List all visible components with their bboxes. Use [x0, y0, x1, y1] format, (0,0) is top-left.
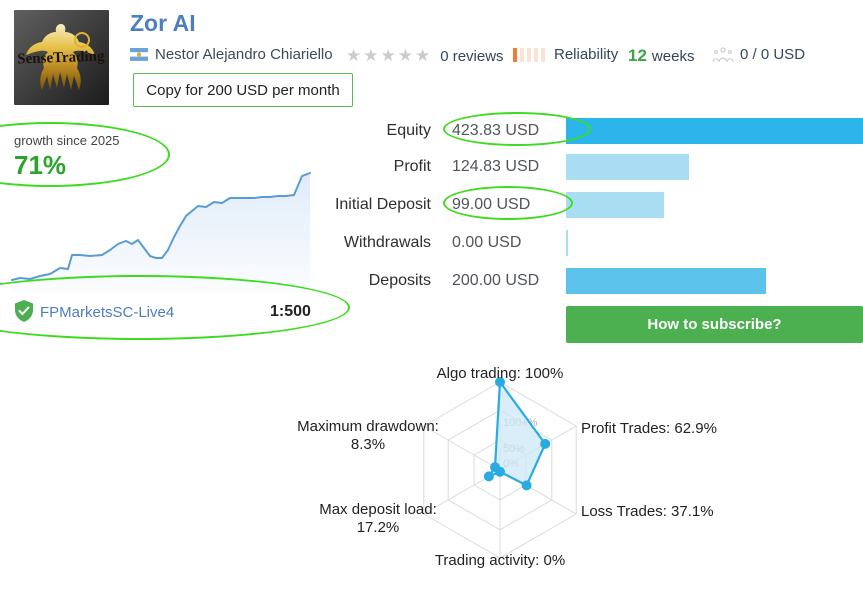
svg-text:Maximum drawdown:: Maximum drawdown: [297, 418, 439, 435]
svg-text:Algo trading: 100%: Algo trading: 100% [437, 365, 564, 382]
svg-text:17.2%: 17.2% [357, 519, 400, 536]
svg-text:Max deposit load:: Max deposit load: [319, 501, 437, 518]
svg-text:Loss Trades: 37.1%: Loss Trades: 37.1% [581, 503, 714, 520]
svg-text:Profit Trades: 62.9%: Profit Trades: 62.9% [581, 420, 717, 437]
svg-text:Trading activity: 0%: Trading activity: 0% [435, 552, 565, 569]
svg-text:8.3%: 8.3% [351, 436, 385, 453]
